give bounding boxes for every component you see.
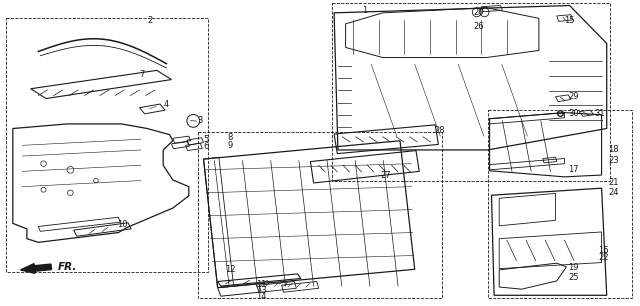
Text: 27: 27 [381, 170, 392, 180]
Text: 24: 24 [608, 188, 618, 197]
Bar [488, 110, 632, 298]
Bar [332, 3, 610, 181]
Text: 3: 3 [197, 116, 202, 125]
Text: 9: 9 [227, 141, 232, 150]
Text: 13: 13 [256, 286, 267, 295]
Text: 2: 2 [147, 16, 152, 25]
Text: 31: 31 [594, 109, 605, 118]
Bar [6, 18, 208, 272]
Text: 29: 29 [568, 92, 579, 101]
Text: 14: 14 [256, 292, 266, 301]
Text: FR.: FR. [58, 262, 77, 272]
Text: 4: 4 [163, 99, 168, 109]
Text: 15: 15 [564, 16, 575, 25]
Text: 11: 11 [256, 280, 266, 289]
Text: 21: 21 [608, 177, 618, 187]
Text: 10: 10 [117, 220, 127, 230]
Text: 26: 26 [474, 21, 484, 31]
Text: 1: 1 [362, 6, 367, 15]
Text: 20: 20 [474, 8, 484, 17]
Text: 18: 18 [608, 145, 619, 154]
Text: 19: 19 [568, 263, 579, 272]
Text: 23: 23 [608, 156, 619, 165]
Text: 7: 7 [140, 70, 145, 80]
Text: 12: 12 [225, 265, 236, 274]
Text: 25: 25 [568, 273, 579, 282]
Text: 6: 6 [204, 142, 209, 151]
Text: 28: 28 [434, 125, 445, 135]
Text: 30: 30 [568, 109, 579, 118]
FancyArrow shape [20, 264, 51, 273]
Text: 16: 16 [598, 246, 609, 256]
Text: 22: 22 [598, 253, 609, 262]
Text: 8: 8 [227, 133, 232, 142]
Text: 17: 17 [568, 165, 579, 174]
Text: 5: 5 [204, 135, 209, 144]
Bar [198, 132, 442, 298]
